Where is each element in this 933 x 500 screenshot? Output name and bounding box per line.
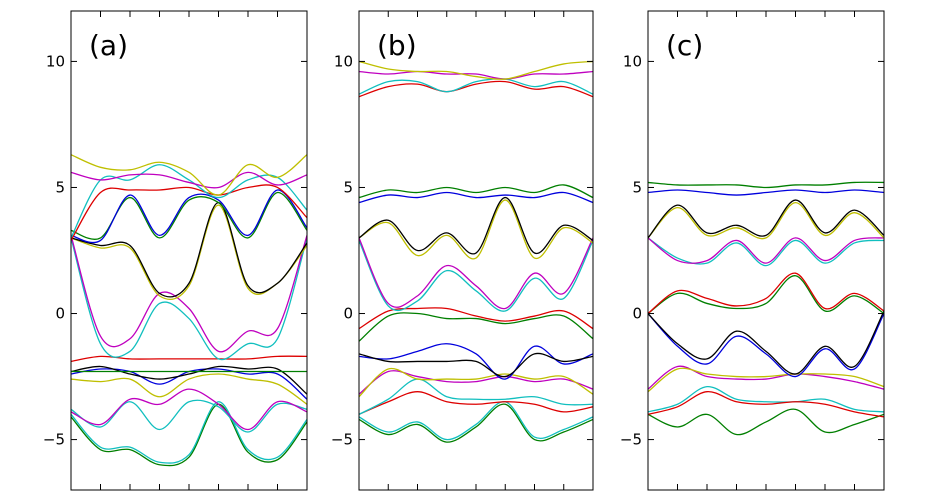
band-line-b1c (359, 401, 593, 441)
panel-1: −5 0 5 10 (a) (43, 10, 308, 491)
band-line-b10y (359, 60, 593, 80)
panel-1-bands (71, 154, 307, 467)
band-line-b4m (71, 235, 307, 353)
band-line-b5m (648, 237, 884, 264)
ytick-label: 5 (632, 178, 642, 196)
panel-label: (b) (377, 29, 417, 62)
band-line-b1c (648, 385, 884, 413)
ytick-label: 10 (46, 52, 65, 70)
band-line-b9c (359, 78, 593, 95)
panel-frame (647, 10, 885, 491)
band-line-b4g (648, 275, 884, 315)
ytick-label: 5 (55, 178, 65, 196)
band-line-b8m (71, 171, 307, 189)
band-line-b2c (71, 399, 307, 433)
panel-3: −5 0 5 10 (c) (620, 10, 885, 491)
band-line-b2r (359, 391, 593, 415)
ytick-label: 0 (343, 305, 353, 323)
panel-2-bands (359, 60, 593, 443)
band-line-b3k (71, 365, 307, 395)
band-line-b5c (648, 237, 884, 267)
band-line-b5y (71, 204, 307, 301)
band-line-b3y (71, 373, 307, 405)
ytick-label: 0 (632, 305, 642, 323)
band-line-b2m (648, 365, 884, 390)
ytick-label: −5 (43, 431, 65, 449)
band-line-b7b (648, 189, 884, 196)
band-line-b6b (71, 189, 307, 244)
band-line-b4c (71, 237, 307, 361)
band-line-b7r (71, 184, 307, 241)
ytick-label: 10 (334, 52, 353, 70)
ytick-label: 10 (623, 52, 642, 70)
band-line-b8g (359, 184, 593, 199)
band-line-b6m (359, 237, 593, 310)
band-line-b2m (71, 388, 307, 431)
band-line-b7y (359, 199, 593, 260)
ytick-label: −5 (620, 431, 642, 449)
panel-3-bands (648, 181, 884, 436)
band-line-b8y (71, 154, 307, 196)
band-line-b5k (71, 201, 307, 298)
band-line-b4k (359, 352, 593, 378)
ytick-label: 0 (55, 305, 65, 323)
band-line-b3m (359, 370, 593, 395)
panels-layer: −5 0 5 10 (a) −5 0 5 10 (b) −5 0 5 10 (c) (43, 10, 885, 491)
band-line-b10m (359, 70, 593, 80)
band-line-b1g (359, 403, 593, 443)
band-line-b8b (359, 191, 593, 204)
panel-2: −5 0 5 10 (b) (331, 10, 594, 491)
panel-frame (70, 10, 308, 491)
band-line-b1g (648, 408, 884, 436)
band-line-b1g (71, 403, 307, 467)
band-line-b7k (359, 196, 593, 255)
ytick-label: 5 (343, 178, 353, 196)
band-line-b3b (648, 313, 884, 378)
band-line-b4r (648, 272, 884, 315)
band-line-b1c (71, 401, 307, 464)
panel-label: (a) (89, 29, 128, 62)
band-line-b3y (359, 367, 593, 398)
band-line-b3k (648, 310, 884, 375)
band-line-b9r (359, 80, 593, 98)
band-line-b2c (359, 378, 593, 415)
band-line-b6c (359, 240, 593, 312)
band-line-b5r (359, 307, 593, 330)
band-line-b3r (71, 355, 307, 363)
band-line-b1r (648, 391, 884, 418)
band-line-b7g (648, 181, 884, 189)
band-line-b6y (648, 201, 884, 240)
panel-label: (c) (666, 29, 703, 62)
band-line-b6k (648, 199, 884, 239)
panel-frame (358, 10, 594, 491)
ytick-label: −5 (331, 431, 353, 449)
band-line-b2y (648, 367, 884, 393)
band-line-b5g (359, 312, 593, 342)
